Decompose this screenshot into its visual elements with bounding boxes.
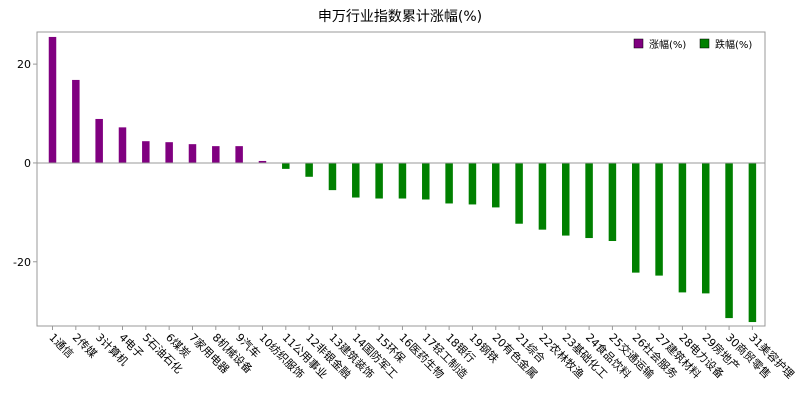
bar (118, 127, 127, 163)
bar (562, 162, 570, 236)
bar (352, 162, 360, 198)
bars-layer (48, 36, 757, 323)
x-tick-label: 2传媒 (70, 331, 100, 361)
chart-title: 申万行业指数累计涨幅(%) (318, 9, 482, 25)
bar (95, 118, 103, 163)
bar (468, 162, 477, 205)
bar (538, 162, 547, 230)
legend-swatch (633, 38, 644, 49)
bar (72, 79, 80, 163)
bar (515, 162, 523, 224)
bar (142, 141, 150, 163)
bar (188, 144, 197, 163)
bar (48, 36, 57, 163)
legend-swatch (699, 38, 710, 49)
legend: 涨幅(%) 跌幅(%) (633, 38, 752, 51)
bar (235, 146, 243, 163)
x-tick-label: 1通信 (46, 331, 76, 361)
bar (725, 162, 733, 319)
bar (422, 162, 430, 200)
bar (655, 162, 663, 276)
legend-label: 跌幅(%) (715, 38, 752, 51)
bar (212, 146, 220, 163)
x-axis: 1通信2传媒3计算机4电子5石油石化6煤炭7家用电器8机械设备9汽车10纺织服饰… (46, 326, 797, 381)
bar (492, 162, 500, 208)
bar (632, 162, 640, 273)
bar (328, 162, 337, 191)
bar (282, 162, 290, 169)
bar (608, 162, 617, 242)
bar (678, 162, 687, 293)
y-tick-label: 20 (17, 58, 31, 71)
bar (398, 162, 407, 199)
y-tick-label: -20 (13, 256, 31, 269)
bar (585, 162, 593, 239)
y-tick-label: 0 (24, 157, 31, 170)
bar (165, 142, 173, 163)
legend-label: 涨幅(%) (649, 38, 686, 51)
y-axis: 20 0 -20 (13, 58, 37, 269)
bar (701, 162, 710, 294)
bar (305, 162, 313, 177)
bar (748, 162, 757, 323)
bar (445, 162, 453, 204)
bar (258, 160, 267, 163)
bar (375, 162, 383, 199)
